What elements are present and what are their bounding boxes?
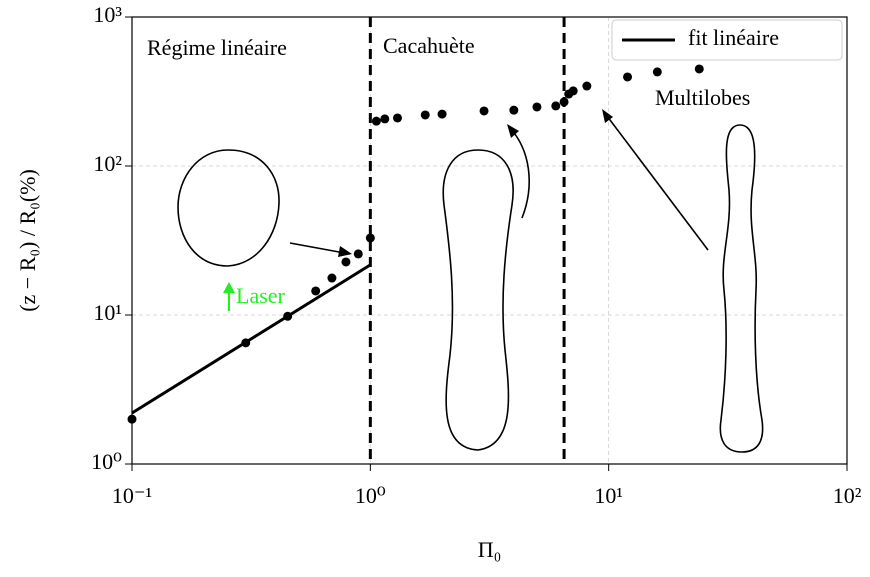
x-tick-label: 10⁻¹ bbox=[112, 483, 152, 508]
arrow bbox=[509, 127, 530, 219]
plot-frame bbox=[131, 16, 848, 465]
data-point bbox=[392, 113, 402, 123]
data-point bbox=[694, 64, 704, 74]
y-tick-label: 10³ bbox=[93, 2, 122, 27]
fit-line bbox=[131, 263, 372, 415]
arrow bbox=[603, 111, 709, 251]
data-point bbox=[365, 233, 375, 243]
data-point bbox=[568, 86, 578, 96]
data-point bbox=[371, 116, 381, 126]
x-tick-label: 10¹ bbox=[594, 483, 623, 508]
y-tick-label: 10² bbox=[93, 151, 122, 176]
data-point bbox=[479, 106, 489, 116]
data-point bbox=[437, 109, 447, 119]
x-tick-label: 10² bbox=[833, 483, 862, 508]
y-tick-label: 10⁰ bbox=[91, 449, 122, 474]
data-point bbox=[327, 273, 337, 283]
arrow-head bbox=[338, 246, 352, 257]
x-tick-label: 10⁰ bbox=[355, 483, 386, 508]
laser-arrow-head bbox=[223, 282, 235, 293]
data-point bbox=[380, 114, 390, 124]
peanut-drop bbox=[442, 149, 514, 451]
y-axis-label: (z − R₀) / R₀(%) bbox=[15, 169, 40, 312]
data-point bbox=[311, 286, 321, 296]
data-point bbox=[509, 105, 519, 115]
data-point bbox=[353, 249, 363, 259]
annotation: Multilobes bbox=[655, 85, 750, 110]
annotation: Cacahuète bbox=[383, 33, 475, 58]
data-point bbox=[551, 101, 561, 111]
arrow-head bbox=[602, 109, 613, 123]
annotation: Régime linéaire bbox=[147, 35, 287, 60]
x-axis-label: Π₀ bbox=[478, 537, 502, 562]
legend-label: fit linéaire bbox=[688, 25, 779, 50]
multilobe-drop bbox=[719, 124, 764, 453]
data-point bbox=[341, 257, 351, 267]
y-tick-label: 10¹ bbox=[93, 300, 122, 325]
data-point bbox=[420, 110, 430, 120]
data-point bbox=[532, 102, 542, 112]
data-point bbox=[582, 81, 592, 91]
data-point bbox=[623, 72, 633, 82]
round-drop bbox=[177, 149, 280, 267]
data-point bbox=[652, 67, 662, 77]
data-point bbox=[559, 97, 569, 107]
legend-box bbox=[611, 19, 843, 61]
drop-shapes bbox=[177, 109, 764, 453]
arrow-head bbox=[507, 124, 519, 138]
annotation: Laser bbox=[236, 283, 286, 308]
